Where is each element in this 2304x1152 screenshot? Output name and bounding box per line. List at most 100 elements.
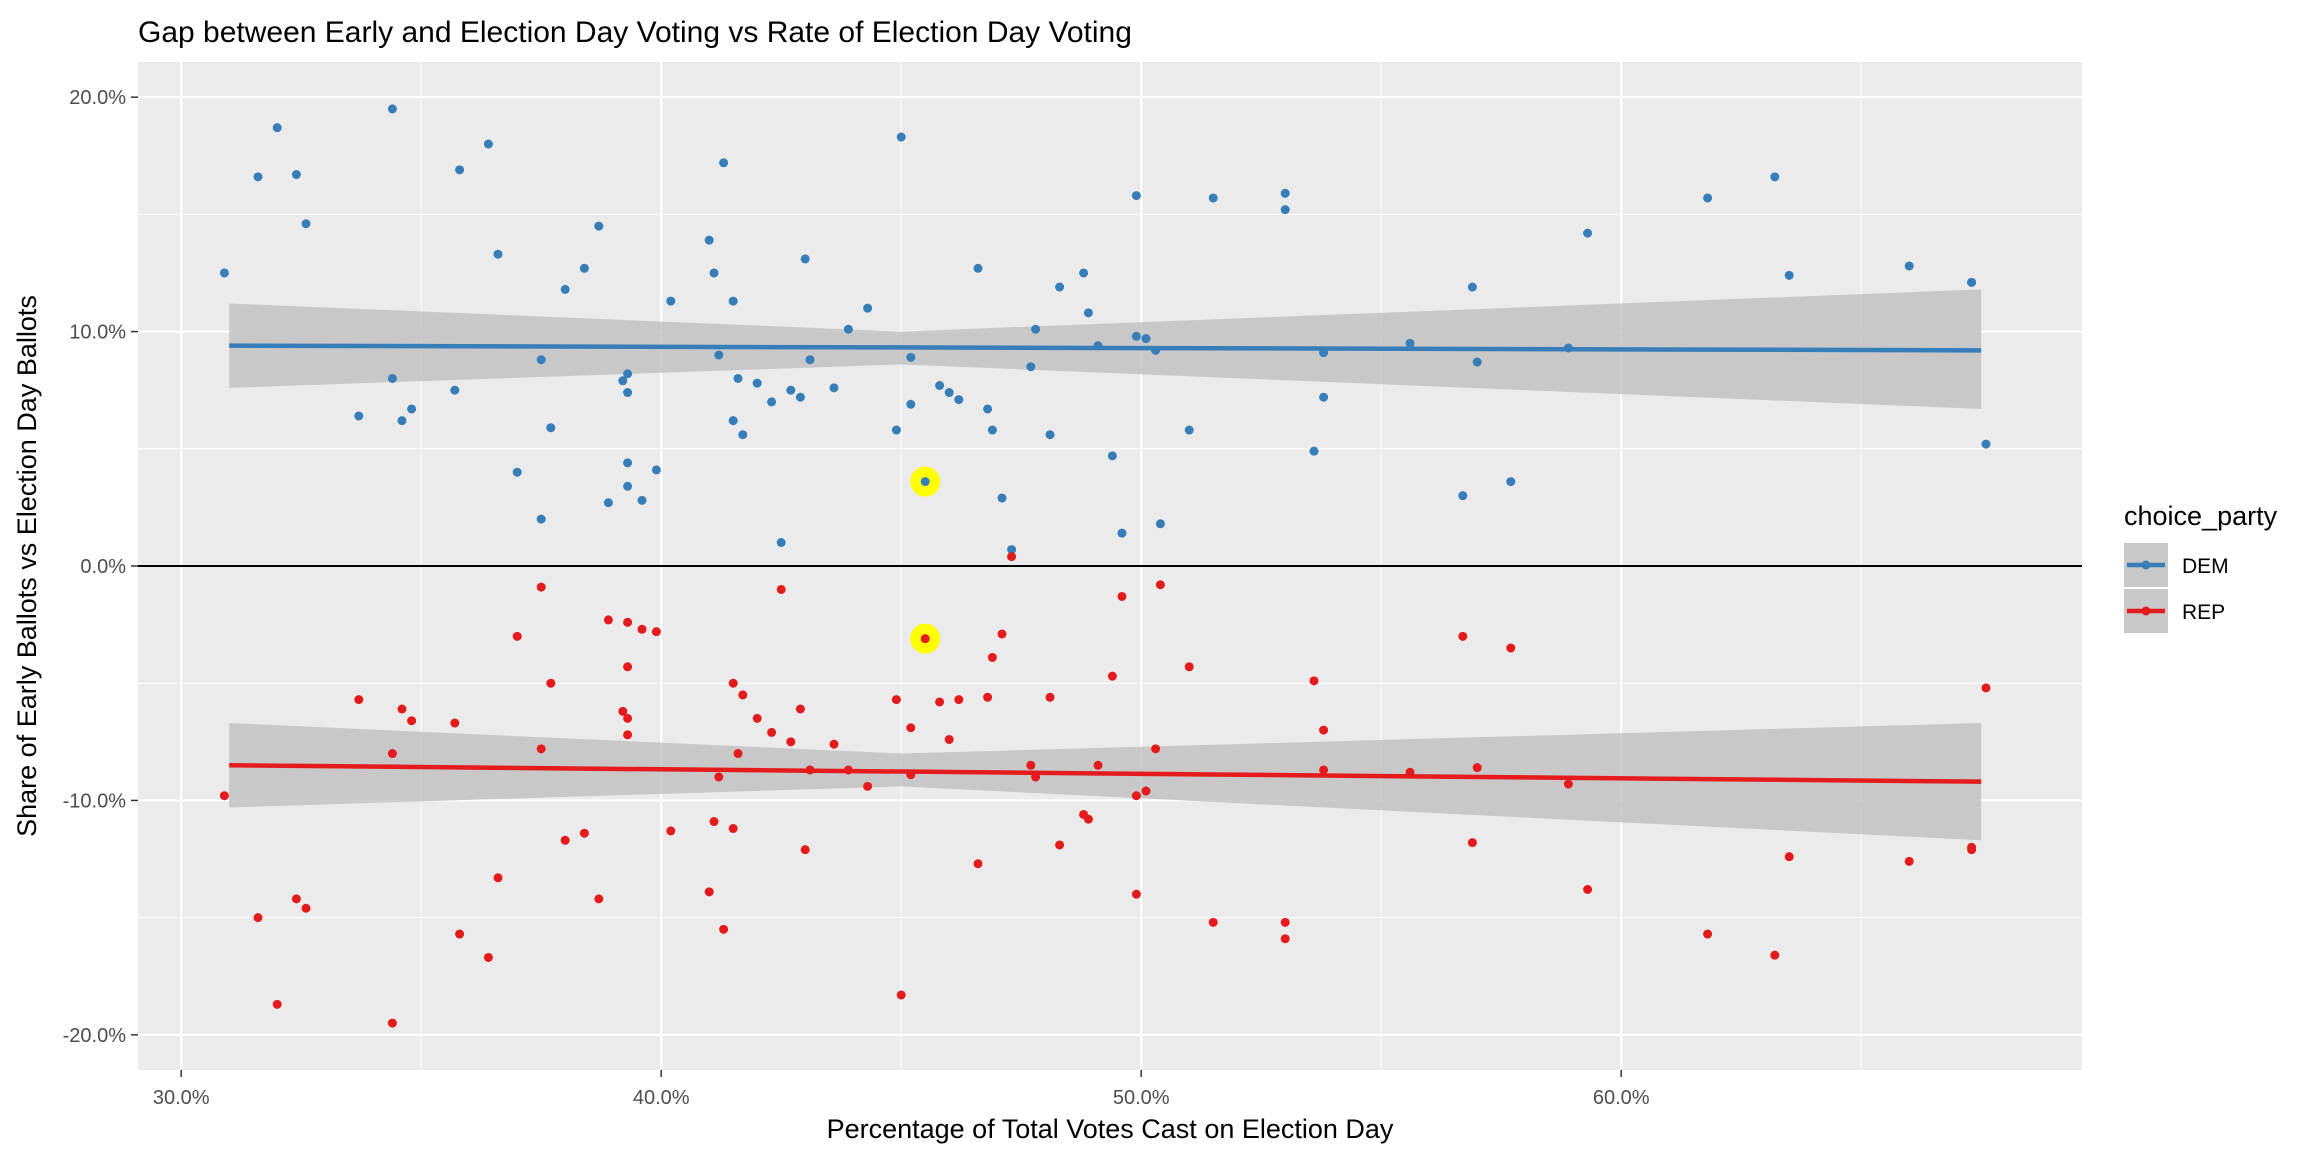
data-point-dem (1117, 528, 1127, 538)
y-tick-label: 20.0% (69, 87, 126, 109)
data-point-dem (1031, 324, 1041, 334)
y-tick-label: -20.0% (63, 1025, 127, 1047)
data-point-rep (272, 999, 282, 1009)
data-point-rep (1184, 662, 1194, 672)
data-point-dem (1131, 191, 1141, 201)
data-point-rep (1093, 760, 1103, 770)
data-point-rep (560, 835, 570, 845)
data-point-rep (733, 749, 743, 759)
data-point-rep (1784, 852, 1794, 862)
data-point-dem (829, 383, 839, 393)
data-point-rep (1141, 786, 1151, 796)
legend-title: choice_party (2124, 501, 2278, 531)
data-point-dem (795, 392, 805, 402)
axes: 30.0% 40.0% 50.0% 60.0% 20.0% 10.0% 0.0% -10.0%… (63, 87, 1650, 1109)
data-point-highlighted-dem (920, 477, 930, 487)
data-point-rep (906, 723, 916, 733)
data-point-dem (387, 104, 397, 114)
data-point-rep (954, 695, 964, 705)
data-point-rep (704, 887, 714, 897)
data-point-dem (603, 498, 613, 508)
data-point-rep (786, 737, 796, 747)
data-point-dem (594, 221, 604, 231)
data-point-rep (1458, 631, 1468, 641)
data-point-rep (1472, 763, 1482, 773)
data-points (219, 104, 1991, 1028)
data-point-dem (1563, 343, 1573, 353)
data-point-rep (935, 697, 945, 707)
y-tick-label: 0.0% (80, 556, 126, 578)
data-point-dem (1184, 425, 1194, 435)
data-point-rep (301, 903, 311, 913)
data-point-rep (1309, 676, 1319, 686)
data-point-dem (1083, 308, 1093, 318)
data-point-dem (1079, 268, 1089, 278)
data-point-rep (1131, 791, 1141, 801)
trend-line-rep (229, 763, 1982, 784)
data-point-dem (1208, 193, 1218, 203)
trend-line-dem (229, 343, 1982, 353)
data-point-dem (776, 538, 786, 548)
data-point-dem (219, 268, 229, 278)
legend-label-dem: DEM (2182, 555, 2229, 578)
data-point-dem (1472, 357, 1482, 367)
data-point-rep (719, 924, 729, 934)
x-axis-title: Percentage of Total Votes Cast on Electi… (827, 1114, 1394, 1144)
data-point-dem (623, 369, 633, 379)
data-point-dem (623, 481, 633, 491)
data-point-rep (407, 716, 417, 726)
data-point-rep (579, 828, 589, 838)
legend-label-rep: REP (2182, 601, 2225, 624)
data-point-dem (1405, 338, 1415, 348)
trend-lines (229, 343, 1982, 784)
data-point-dem (651, 465, 661, 475)
data-point-rep (1031, 772, 1041, 782)
data-point-dem (728, 296, 738, 306)
data-point-rep (891, 695, 901, 705)
data-point-rep (623, 662, 633, 672)
data-point-dem (983, 404, 993, 414)
data-point-rep (1151, 744, 1161, 754)
legend-key-point-rep (2141, 606, 2151, 616)
y-tick-label: 10.0% (69, 322, 126, 344)
data-point-rep (1045, 692, 1055, 702)
data-point-rep (709, 817, 719, 827)
data-point-rep (800, 845, 810, 855)
data-point-dem (1155, 519, 1165, 529)
data-point-dem (1319, 392, 1329, 402)
data-point-dem (546, 423, 556, 433)
data-point-dem (253, 172, 263, 182)
data-point-dem (1583, 228, 1593, 238)
data-point-dem (354, 411, 364, 421)
data-point-rep (387, 1018, 397, 1028)
data-point-dem (1151, 345, 1161, 355)
data-point-rep (594, 894, 604, 904)
data-point-rep (536, 582, 546, 592)
data-point-rep (767, 727, 777, 737)
data-point-dem (272, 123, 282, 133)
data-point-rep (805, 765, 815, 775)
data-point-dem (1107, 451, 1117, 461)
data-point-dem (301, 219, 311, 229)
data-point-dem (1467, 282, 1477, 292)
x-tick-label: 30.0% (153, 1087, 210, 1109)
data-point-dem (1280, 188, 1290, 198)
data-point-rep (728, 824, 738, 834)
data-point-rep (219, 791, 229, 801)
data-point-dem (579, 263, 589, 273)
data-point-dem (1093, 341, 1103, 351)
data-point-dem (973, 263, 983, 273)
data-point-dem (1131, 331, 1141, 341)
data-point-rep (397, 704, 407, 714)
data-point-rep (483, 952, 493, 962)
chart-title: Gap between Early and Election Day Votin… (138, 16, 1132, 49)
data-point-rep (618, 706, 628, 716)
data-point-rep (944, 734, 954, 744)
data-point-rep (291, 894, 301, 904)
data-point-dem (1280, 205, 1290, 215)
data-point-dem (450, 385, 460, 395)
data-point-dem (387, 373, 397, 383)
data-point-dem (935, 380, 945, 390)
data-point-rep (1770, 950, 1780, 960)
